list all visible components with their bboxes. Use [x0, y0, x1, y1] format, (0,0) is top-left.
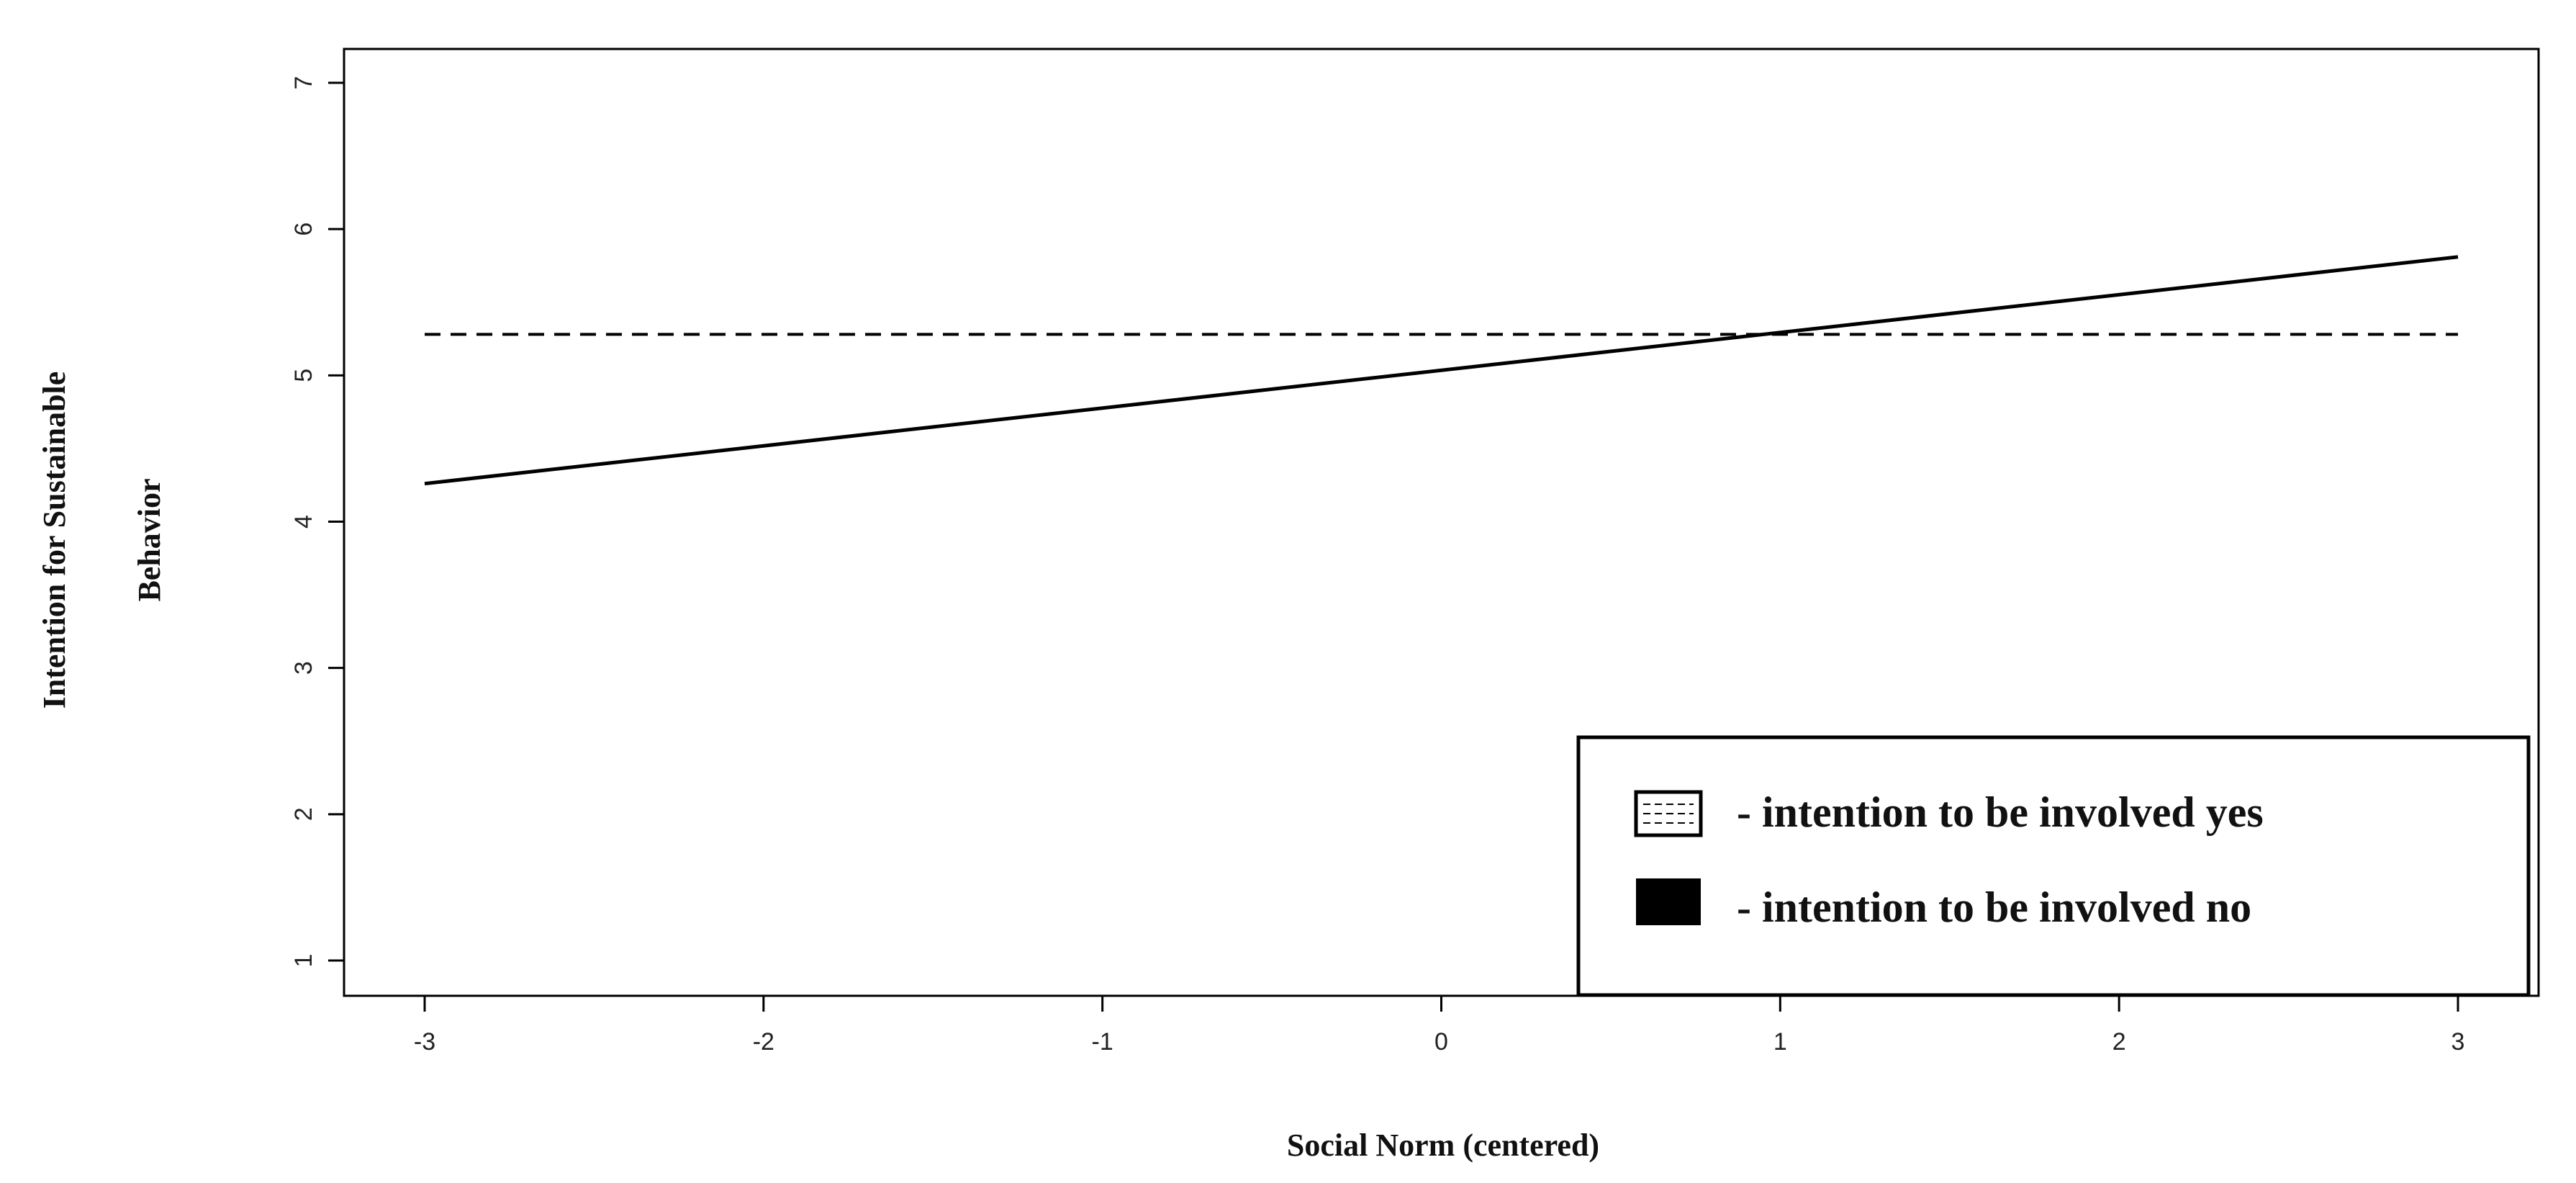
legend-box — [1576, 735, 2531, 997]
x-tick-label: 1 — [1773, 1028, 1787, 1056]
x-tick-label: -1 — [1092, 1028, 1113, 1056]
y-tick-label: 1 — [290, 954, 317, 968]
legend-swatch-solid — [1636, 878, 1701, 925]
x-tick-label: 0 — [1434, 1028, 1448, 1056]
x-tick-label: -3 — [414, 1028, 435, 1056]
y-tick-label: 2 — [290, 807, 317, 821]
legend-label-yes: - intention to be involved yes — [1737, 788, 2264, 836]
x-tick-label: 2 — [2112, 1028, 2126, 1056]
x-tick-label: 3 — [2451, 1028, 2465, 1056]
y-tick-label: 5 — [290, 369, 317, 382]
legend-swatch-dashed — [1634, 790, 1703, 837]
x-tick-label: -2 — [753, 1028, 774, 1056]
y-axis-title-line1: Intention for Sustainable — [37, 372, 72, 709]
legend-label-no: - intention to be involved no — [1737, 883, 2251, 931]
y-tick-label: 7 — [290, 76, 317, 90]
series-line-no — [424, 255, 2459, 486]
y-tick-label: 6 — [290, 222, 317, 236]
y-tick-label: 3 — [290, 661, 317, 675]
y-tick-label: 4 — [290, 515, 317, 528]
x-axis-title: Social Norm (centered) — [1287, 1128, 1599, 1163]
legend: - intention to be involved yes - intenti… — [1576, 735, 2531, 997]
y-axis-title-line2: Behavior — [132, 478, 167, 601]
